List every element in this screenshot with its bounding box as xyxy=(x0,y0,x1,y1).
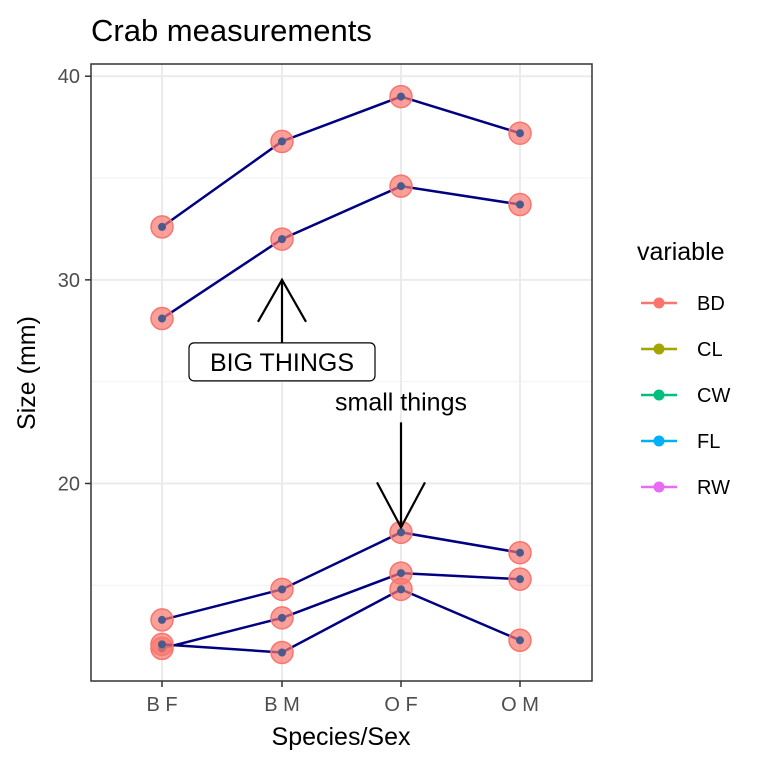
x-axis-title: Species/Sex xyxy=(272,723,411,751)
legend-title: variable xyxy=(637,238,725,266)
legend-key-cl xyxy=(641,343,677,355)
data-point xyxy=(397,569,405,578)
series-line xyxy=(161,531,521,622)
data-point xyxy=(278,648,286,657)
data-point xyxy=(516,200,524,209)
legend-label: BD xyxy=(697,293,725,315)
annotations: BIG THINGS small things xyxy=(188,277,467,530)
series-2 xyxy=(150,174,532,331)
data-point xyxy=(158,222,166,231)
y-axis: 20 30 40 xyxy=(58,66,91,495)
series-line xyxy=(161,95,521,228)
legend-key-point xyxy=(653,389,665,401)
series-line xyxy=(161,571,521,650)
annotation-arrow-head xyxy=(376,481,426,530)
data-point xyxy=(397,182,405,191)
series-line xyxy=(161,184,521,320)
legend-label: CL xyxy=(697,339,723,361)
panel-border xyxy=(90,63,593,682)
x-tick-label: B M xyxy=(264,694,300,716)
legend-key-point xyxy=(653,481,665,493)
data-point xyxy=(516,548,524,557)
data-point xyxy=(158,314,166,323)
legend-key-rw xyxy=(641,481,677,493)
annotation-label-box xyxy=(188,342,376,382)
y-tick-label: 40 xyxy=(58,66,80,88)
annotation-label: small things xyxy=(335,388,467,416)
legend-key-point xyxy=(653,297,665,309)
legend-label: FL xyxy=(697,431,720,453)
annotation-label: BIG THINGS xyxy=(210,349,354,377)
data-point xyxy=(278,137,286,146)
legend-key-point xyxy=(653,435,665,447)
series-1 xyxy=(150,84,532,239)
legend-key-cw xyxy=(641,389,677,401)
data-point xyxy=(158,640,166,649)
data-point xyxy=(278,613,286,622)
plot-panel: BIG THINGS small things xyxy=(90,63,593,682)
x-tick-label: B F xyxy=(146,694,177,716)
x-tick-label: O F xyxy=(384,694,417,716)
data-point xyxy=(516,636,524,645)
y-tick-label: 20 xyxy=(58,473,80,495)
series-5 xyxy=(150,577,532,665)
legend-label: CW xyxy=(697,385,730,407)
x-tick-label: O M xyxy=(501,694,539,716)
chart-title: Crab measurements xyxy=(91,13,372,48)
data-point xyxy=(516,129,524,138)
annotation-arrow-head xyxy=(257,277,307,323)
legend-key-fl xyxy=(641,435,677,447)
legend-key-point xyxy=(653,343,665,355)
series-line xyxy=(161,587,521,654)
data-point xyxy=(397,585,405,594)
data-point xyxy=(158,615,166,624)
legend-label: RW xyxy=(697,477,730,499)
legend-key-bd xyxy=(641,297,677,309)
legend: variable BD CL CW FL RW xyxy=(637,238,730,499)
y-tick-label: 30 xyxy=(58,270,80,292)
data-point xyxy=(397,528,405,537)
series-3 xyxy=(150,520,532,632)
data-point xyxy=(278,235,286,244)
data-point xyxy=(278,585,286,594)
data-point xyxy=(516,575,524,584)
data-point xyxy=(397,92,405,101)
y-axis-title: Size (mm) xyxy=(13,316,41,430)
